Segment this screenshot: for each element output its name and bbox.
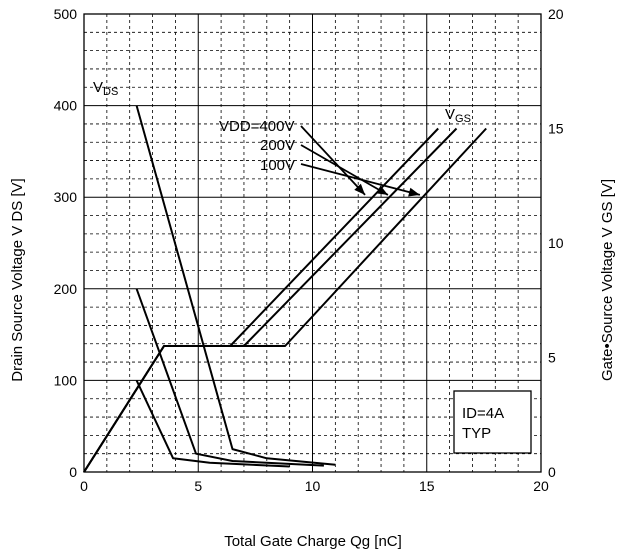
y-left-tick-label: 400 xyxy=(54,98,78,114)
y-right-tick-label: 0 xyxy=(548,464,556,480)
x-tick-label: 0 xyxy=(80,478,88,494)
vds-label: VDS xyxy=(93,79,118,98)
vdd-arrowhead-1 xyxy=(376,185,388,195)
vdd-100-label: 100V xyxy=(260,157,295,174)
y-right-tick-label: 20 xyxy=(548,6,564,22)
y-left-tick-label: 100 xyxy=(54,372,78,388)
vgs-curve-5 xyxy=(83,127,487,473)
y-left-axis-title: Drain Source Voltage V DS [V] xyxy=(9,178,26,381)
curves xyxy=(83,105,487,473)
vdd-arrow-line-1 xyxy=(300,144,389,196)
condition-typ: TYP xyxy=(462,425,491,442)
vgs-curve-3 xyxy=(83,127,439,473)
vdd-arrowhead-0 xyxy=(354,183,366,195)
y-left-tick-label: 200 xyxy=(54,281,78,297)
y-right-tick-label: 5 xyxy=(548,350,556,366)
vdd-arrow-line-2 xyxy=(300,163,421,196)
y-left-tick-label: 0 xyxy=(69,464,77,480)
y-right-axis-title: Gate•Source Voltage V GS [V] xyxy=(599,179,616,381)
y-right-tick-label: 10 xyxy=(548,235,564,251)
x-axis-title: Total Gate Charge Qg [nC] xyxy=(224,533,402,550)
x-tick-label: 20 xyxy=(533,478,549,494)
vds-curve-2 xyxy=(135,379,290,468)
annotation-arrows xyxy=(300,125,421,197)
condition-current: ID=4A xyxy=(462,405,504,422)
x-tick-label: 5 xyxy=(194,478,202,494)
vdd-arrowhead-2 xyxy=(408,187,420,197)
y-left-tick-label: 300 xyxy=(54,189,78,205)
y-right-tick-label: 15 xyxy=(548,121,564,137)
vds-curve-0 xyxy=(135,105,336,466)
x-tick-label: 15 xyxy=(419,478,435,494)
vgs-label: VGS xyxy=(445,106,471,125)
vdd-200-label: 200V xyxy=(260,137,295,154)
condition-box xyxy=(453,390,532,454)
x-tick-label: 10 xyxy=(305,478,321,494)
vdd-arrow-line-0 xyxy=(300,125,366,196)
vdd-400-label: VDD=400V xyxy=(219,118,294,135)
y-left-tick-label: 500 xyxy=(54,6,78,22)
grid xyxy=(84,14,541,472)
plot-frame xyxy=(83,13,542,473)
vds-curve-1 xyxy=(135,288,324,467)
